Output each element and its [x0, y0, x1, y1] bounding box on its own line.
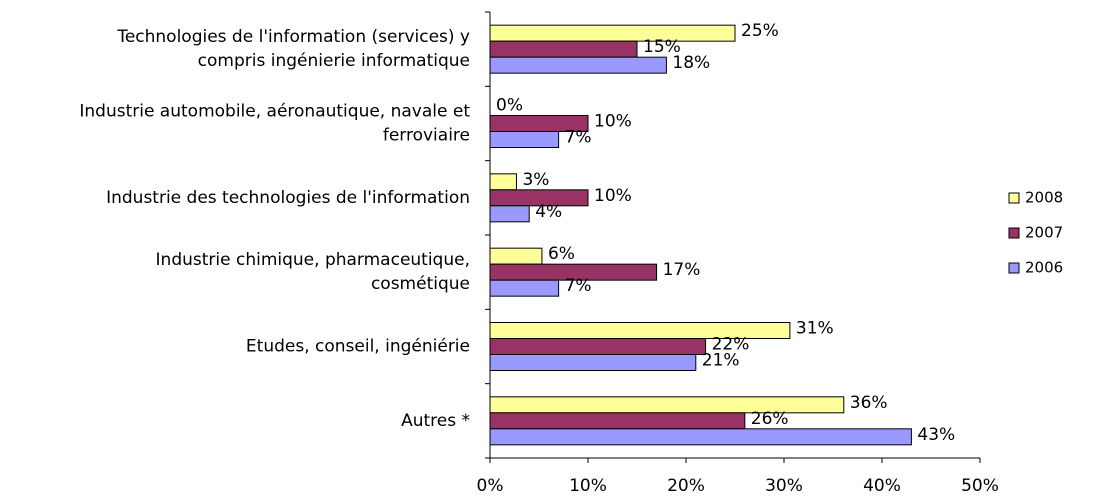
data-label: 7% — [565, 128, 592, 148]
bar — [489, 279, 560, 297]
bar — [489, 263, 658, 281]
bar — [489, 24, 736, 42]
x-tick-label: 20% — [667, 476, 705, 496]
data-label: 25% — [741, 21, 779, 41]
data-label: 31% — [796, 319, 834, 339]
category-label: Etudes, conseil, ingéniérie — [246, 337, 470, 357]
x-tick-label: 10% — [569, 476, 607, 496]
legend-label: 2006 — [1025, 259, 1063, 277]
bar — [489, 247, 543, 265]
data-label: 10% — [594, 186, 632, 206]
x-tick-label: 40% — [863, 476, 901, 496]
legend: 2008 2007 2006 — [1008, 189, 1063, 277]
bar — [489, 354, 697, 371]
category-label: Industrie chimique, pharmaceutique, cosmé… — [156, 250, 470, 294]
data-label: 3% — [522, 170, 549, 190]
legend-swatch — [1008, 227, 1020, 239]
data-label: 0% — [496, 96, 523, 116]
bar — [489, 56, 667, 74]
data-label: 6% — [548, 244, 575, 264]
bar — [489, 428, 912, 446]
data-label: 7% — [565, 276, 592, 296]
data-label: 15% — [643, 37, 681, 57]
x-tick-label: 50% — [961, 476, 999, 496]
data-label: 4% — [535, 202, 562, 222]
bar — [489, 189, 589, 207]
category-label: Industrie automobile, aéronautique, nava… — [79, 102, 470, 146]
legend-label: 2008 — [1025, 189, 1063, 207]
data-label: 22% — [712, 335, 750, 355]
data-label: 26% — [751, 409, 789, 429]
legend-swatch — [1008, 262, 1020, 274]
bar — [489, 338, 707, 355]
category-label: Industrie des technologies de l'informat… — [106, 188, 470, 208]
bar — [489, 173, 517, 191]
data-label: 21% — [702, 351, 740, 371]
x-tick-label: 30% — [765, 476, 803, 496]
data-label: 18% — [672, 53, 710, 73]
legend-swatch — [1008, 192, 1020, 204]
bar — [489, 40, 638, 58]
data-label: 10% — [594, 112, 632, 132]
x-tick-label: 0% — [477, 476, 504, 496]
bar — [489, 396, 845, 414]
data-label: 43% — [917, 425, 955, 445]
category-label: Technologies de l'information (services)… — [116, 27, 470, 71]
bar — [489, 131, 560, 148]
category-label: Autres * — [401, 411, 470, 431]
data-label: 36% — [850, 393, 888, 413]
bar — [489, 205, 530, 223]
bar — [489, 412, 746, 430]
legend-label: 2007 — [1025, 224, 1063, 242]
data-label: 17% — [663, 260, 701, 280]
